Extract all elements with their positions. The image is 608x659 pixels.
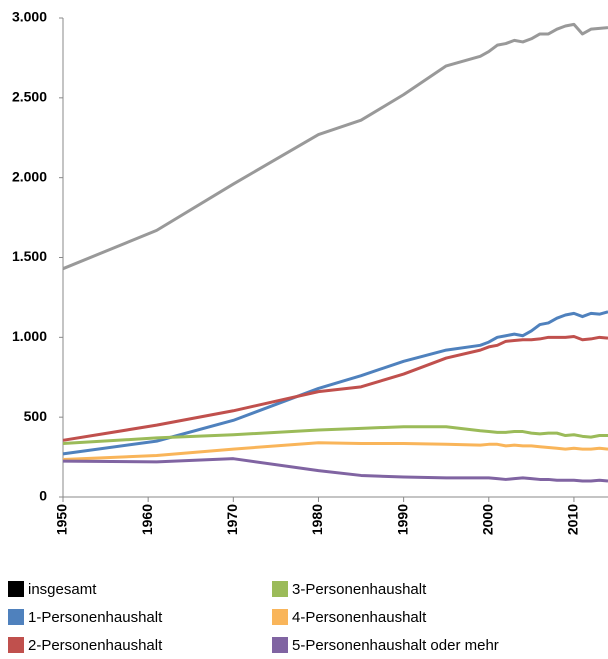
y-tick-label: 3.000 xyxy=(12,9,47,25)
y-tick-label: 2.000 xyxy=(12,168,47,184)
series-line xyxy=(62,425,608,446)
x-tick-label: 1970 xyxy=(224,504,240,535)
legend-label: 4-Personenhaushalt xyxy=(292,609,427,626)
legend-swatch xyxy=(8,581,24,597)
legend-swatch xyxy=(8,637,24,653)
y-tick-label: 1.500 xyxy=(12,248,47,264)
series-line xyxy=(62,310,608,456)
legend-swatch xyxy=(272,581,288,597)
y-tick-label: 1.000 xyxy=(12,328,47,344)
x-tick-label: 1990 xyxy=(394,504,410,535)
x-tick-label: 2010 xyxy=(565,504,581,535)
legend-swatch xyxy=(272,637,288,653)
series-line xyxy=(62,335,608,442)
y-tick-label: 0 xyxy=(39,488,47,504)
series-line xyxy=(62,457,608,483)
legend-label: 2-Personenhaushalt xyxy=(28,637,163,654)
legend-label: insgesamt xyxy=(28,581,97,598)
legend-label: 5-Personenhaushalt oder mehr xyxy=(292,637,499,654)
legend-label: 3-Personenhaushalt xyxy=(292,581,427,598)
series-line xyxy=(62,22,608,271)
series-line xyxy=(62,441,608,461)
x-tick-label: 2000 xyxy=(479,504,495,535)
x-tick-label: 1950 xyxy=(54,504,70,535)
legend-swatch xyxy=(272,609,288,625)
x-tick-label: 1960 xyxy=(139,504,155,535)
legend-swatch xyxy=(8,609,24,625)
y-tick-label: 2.500 xyxy=(12,89,47,105)
x-tick-label: 1980 xyxy=(309,504,325,535)
legend-label: 1-Personenhaushalt xyxy=(28,609,163,626)
y-tick-label: 500 xyxy=(24,408,48,424)
